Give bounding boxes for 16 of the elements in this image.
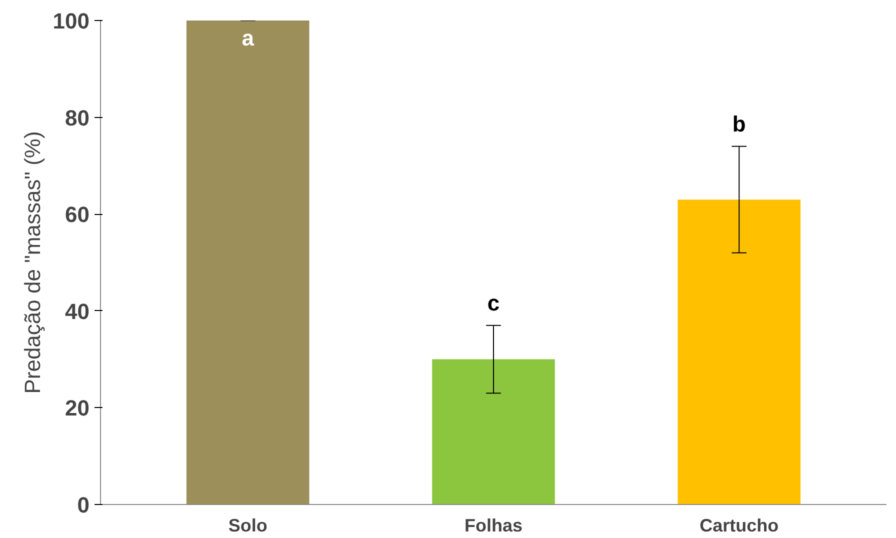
- bar: [432, 359, 555, 504]
- annotation: c: [487, 290, 500, 316]
- bar: [678, 200, 801, 504]
- y-axis-title: Predação de "massas" (%): [20, 131, 45, 394]
- bar: [186, 20, 310, 504]
- y-tick-label: 20: [65, 396, 90, 421]
- x-tick-label: Folhas: [464, 516, 523, 536]
- annotation: a: [242, 26, 255, 50]
- y-tick-label: 60: [65, 202, 90, 228]
- y-tick-label: 80: [65, 105, 90, 130]
- x-tick-label: Solo: [228, 516, 268, 536]
- x-tick-label: Cartucho: [700, 516, 779, 536]
- y-tick-label: 0: [77, 492, 90, 518]
- annotation: b: [732, 111, 746, 136]
- y-tick-label: 100: [52, 8, 90, 34]
- y-tick-label: 40: [65, 298, 90, 324]
